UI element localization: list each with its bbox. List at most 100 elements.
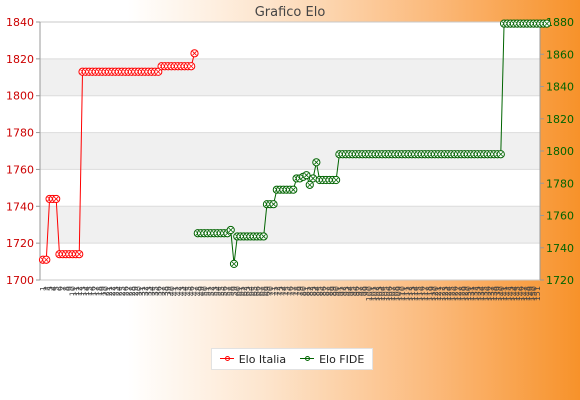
x-tick-label: 19 — [98, 286, 107, 296]
x-tick-label: 142 — [503, 286, 512, 301]
right-tick-label: 1760 — [546, 210, 574, 223]
x-tick-label: 127 — [454, 286, 463, 301]
data-point-cross — [228, 227, 234, 233]
x-tick-label: 86 — [319, 286, 328, 296]
x-tick-label: 28 — [128, 286, 137, 296]
x-tick-label: 38 — [161, 286, 170, 296]
x-tick-label: 121 — [434, 286, 443, 301]
data-point-cross — [192, 51, 197, 56]
x-tick-label: 120 — [431, 286, 440, 301]
x-tick-label: 87 — [322, 286, 331, 296]
x-tick-label: 104 — [378, 286, 387, 301]
x-tick-label: 131 — [467, 286, 476, 301]
right-tick-label: 1880 — [546, 16, 574, 29]
data-point-cross — [333, 177, 339, 183]
x-tick-label: 75 — [283, 286, 292, 296]
data-point-cross — [544, 21, 550, 26]
legend-label-elo-fide: Elo FIDE — [319, 352, 365, 366]
left-tick-label: 1700 — [6, 274, 34, 287]
x-tick-label: 15 — [85, 286, 94, 296]
x-tick-label: 74 — [279, 286, 288, 296]
x-tick-label: 16 — [88, 286, 97, 296]
x-tick-label: 56 — [220, 286, 229, 296]
x-tick-label: 24 — [115, 286, 124, 296]
x-tick-label: 113 — [408, 286, 417, 301]
x-tick-label: 8 — [62, 286, 71, 291]
x-tick-label: 62 — [240, 286, 249, 296]
x-tick-label: 138 — [490, 286, 499, 301]
x-tick-label: 23 — [111, 286, 120, 296]
data-series — [38, 19, 551, 268]
x-tick-label: 61 — [237, 286, 246, 296]
x-tick-label: 85 — [316, 286, 325, 296]
legend-item-elo-fide: Elo FIDE — [300, 353, 364, 366]
x-tick-label: 11 — [72, 286, 81, 296]
x-tick-label: 59 — [230, 286, 239, 296]
right-tick-label: 1860 — [546, 48, 574, 61]
x-tick-label: 101 — [368, 286, 377, 301]
left-tick-label: 1780 — [6, 127, 34, 140]
x-tick-label: 68 — [260, 286, 269, 296]
x-tick-label: 130 — [464, 286, 473, 301]
x-tick-label: 26 — [121, 286, 130, 296]
x-tick-label: 70 — [266, 286, 275, 296]
x-tick-label: 52 — [207, 286, 216, 296]
x-tick-label: 92 — [339, 286, 348, 296]
x-tick-label: 55 — [217, 286, 226, 296]
left-tick-label: 1800 — [6, 90, 34, 103]
x-tick-label: 50 — [200, 286, 209, 296]
x-tick-label: 78 — [293, 286, 302, 296]
x-tick-label: 13 — [79, 286, 88, 296]
x-tick-label: 12 — [75, 286, 84, 296]
x-tick-label: 40 — [167, 286, 176, 296]
series-elo-fide — [193, 19, 551, 268]
x-tick-label: 88 — [326, 286, 335, 296]
x-tick-label: 124 — [444, 286, 453, 301]
x-tick-label: 33 — [144, 286, 153, 296]
legend-label-elo-italia: Elo Italia — [238, 352, 287, 366]
x-tick-label: 25 — [118, 286, 127, 296]
x-tick-label: 4 — [49, 286, 58, 291]
series-elo-italia — [38, 49, 199, 264]
left-tick-label: 1740 — [6, 200, 34, 213]
x-tick-label: 119 — [428, 286, 437, 301]
x-tick-label: 27 — [125, 286, 134, 296]
x-tick-label: 21 — [105, 286, 114, 296]
x-tick-label: 133 — [474, 286, 483, 301]
x-tick-label: 14 — [82, 286, 91, 296]
x-tick-label: 80 — [299, 286, 308, 296]
x-tick-labels: 1234567891011121314151617181920212223242… — [39, 286, 542, 301]
legend-marker-elo-fide — [300, 354, 315, 364]
x-tick-label: 139 — [493, 286, 502, 301]
x-tick-label: 66 — [253, 286, 262, 296]
x-tick-label: 67 — [256, 286, 265, 296]
right-tick-label: 1720 — [546, 274, 574, 287]
x-tick-label: 37 — [158, 286, 167, 296]
x-tick-label: 31 — [138, 286, 147, 296]
x-tick-label: 91 — [335, 286, 344, 296]
right-tick-label: 1740 — [546, 242, 574, 255]
x-tick-label: 53 — [210, 286, 219, 296]
data-point-cross — [188, 63, 194, 69]
x-tick-label: 99 — [362, 286, 371, 296]
x-tick-label: 30 — [135, 286, 144, 296]
x-tick-label: 83 — [309, 286, 318, 296]
left-y-axis: 1700 1720 1740 1760 1780 1800 1820 1840 — [6, 16, 41, 287]
x-tick-label: 105 — [382, 286, 391, 301]
x-tick-label: 103 — [375, 286, 384, 301]
x-tick-label: 93 — [342, 286, 351, 296]
x-tick-label: 140 — [497, 286, 506, 301]
x-tick-label: 116 — [418, 286, 427, 301]
x-tick-label: 22 — [108, 286, 117, 296]
data-point-cross — [498, 151, 504, 157]
right-tick-label: 1840 — [546, 81, 574, 94]
x-tick-label: 145 — [513, 286, 522, 301]
x-tick-label: 29 — [131, 286, 140, 296]
x-tick-label: 39 — [164, 286, 173, 296]
x-tick-label: 118 — [424, 286, 433, 301]
x-tick-label: 43 — [177, 286, 186, 296]
x-tick-label: 41 — [171, 286, 180, 296]
x-tick-label: 106 — [385, 286, 394, 301]
x-tick-label: 45 — [184, 286, 193, 296]
